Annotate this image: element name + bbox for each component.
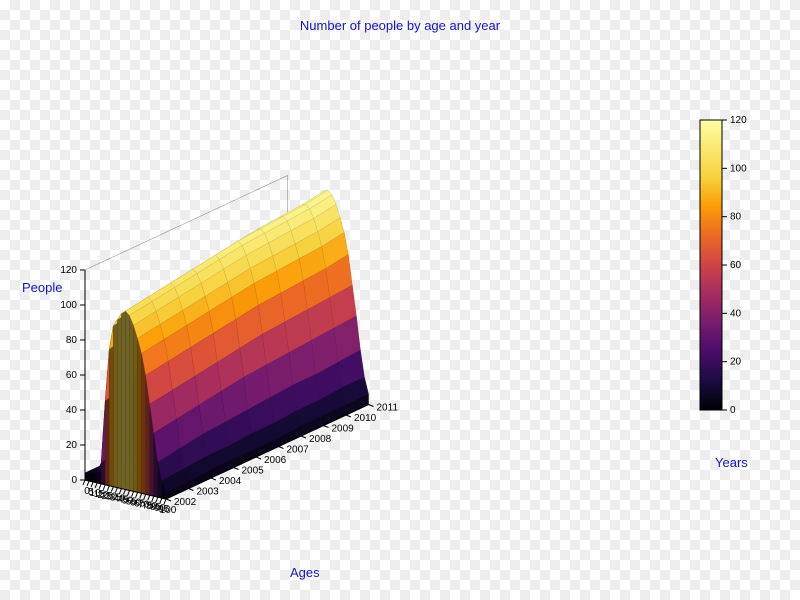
svg-text:2009: 2009 (332, 424, 355, 435)
svg-text:120: 120 (730, 115, 747, 126)
svg-text:2002: 2002 (174, 497, 197, 508)
svg-text:80: 80 (66, 335, 78, 346)
svg-text:60: 60 (730, 260, 742, 271)
svg-text:2008: 2008 (309, 434, 332, 445)
svg-text:80: 80 (730, 212, 742, 223)
surface-chart: 020406080100120 051015202530354045505560… (0, 0, 800, 600)
svg-text:2011: 2011 (377, 403, 399, 414)
svg-text:40: 40 (730, 308, 742, 319)
svg-text:2003: 2003 (197, 487, 220, 498)
svg-text:2006: 2006 (264, 455, 287, 466)
svg-text:2004: 2004 (219, 476, 242, 487)
svg-text:40: 40 (66, 405, 78, 416)
svg-text:100: 100 (60, 300, 77, 311)
svg-text:20: 20 (66, 440, 78, 451)
svg-text:0: 0 (730, 405, 736, 416)
svg-text:100: 100 (730, 163, 747, 174)
svg-text:2005: 2005 (242, 466, 265, 477)
svg-text:2010: 2010 (354, 413, 377, 424)
svg-text:120: 120 (60, 265, 77, 276)
svg-text:60: 60 (66, 370, 78, 381)
svg-text:2007: 2007 (287, 445, 310, 456)
svg-text:0: 0 (71, 475, 77, 486)
colorbar: 0 20 40 60 80 100 120 (700, 115, 747, 416)
svg-text:20: 20 (730, 357, 742, 368)
